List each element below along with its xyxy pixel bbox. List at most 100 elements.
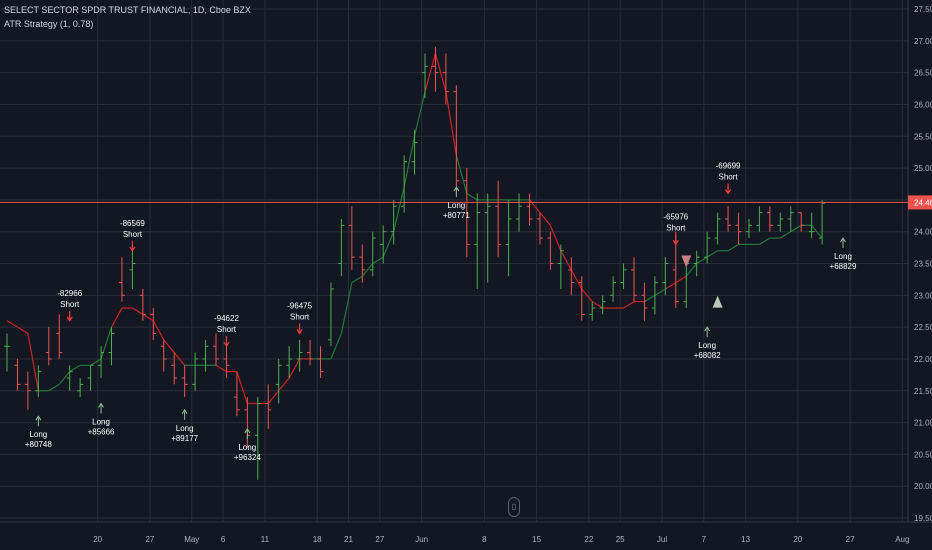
x-tick-label: 18 [313,535,322,544]
x-tick-label: 21 [344,535,353,544]
long-arrow-head [840,237,846,243]
signal-value: -69699 [716,162,741,171]
last-price-badge [908,195,932,210]
atr-stop-segment [675,275,687,284]
y-tick-label: 22.00 [914,355,932,364]
signal-label: Short [718,173,738,182]
ohlc-bar [87,364,94,391]
ohlc-bar [568,257,575,296]
signal-label: Short [123,230,143,239]
ohlc-bar [610,276,617,302]
long-arrow-head [453,186,460,192]
ohlc-bar [808,212,815,239]
atr-stop-segment [644,294,656,303]
x-tick-label: 7 [702,535,707,544]
ohlc-bar [536,212,543,245]
symbol-title: SELECT SECTOR SPDR TRUST FINANCIAL, 1D, … [4,5,251,15]
long-arrow-head [98,402,104,408]
ohlc-bar [171,352,178,385]
y-tick-label: 20.00 [914,482,932,491]
ohlc-bar [4,333,10,372]
ohlc-bar [202,339,209,372]
long-arrow-head [181,408,188,415]
signal-value: +89177 [171,434,198,443]
atr-stop-segment [560,250,572,271]
ohlc-bar [756,206,763,232]
atr-stop-segment [403,136,416,188]
atr-stop-segment [549,225,562,252]
ohlc-bar [474,193,481,289]
ohlc-bar [390,199,397,245]
atr-stop-segment [278,377,290,392]
ohlc-bar [118,257,125,302]
atr-stop-segment [90,358,102,366]
ohlc-bar [819,199,826,245]
signal-value: -82966 [57,289,82,298]
atr-stop-segment [706,250,718,258]
atr-stop-segment [570,269,583,290]
atr-stop-segment [529,199,541,213]
short-arrow-head [725,189,732,195]
signal-label: Long [238,443,256,452]
signal-value: +80748 [25,440,52,449]
signal-value: +80771 [443,211,470,220]
atr-stop-segment [623,301,635,309]
atr-stop-segment [6,320,18,328]
atr-stop-segment [759,237,771,245]
ohlc-bar [108,327,115,366]
triangle-down-marker [681,255,692,268]
ohlc-bar [422,53,428,99]
ohlc-bar [453,85,460,194]
ohlc-bar [296,339,303,372]
atr-stop-segment [17,326,29,334]
ohlc-bar [557,244,564,289]
ohlc-bar [265,384,272,429]
signal-label: Long [447,201,465,210]
y-tick-label: 19.50 [914,514,932,523]
x-tick-label: 22 [584,535,593,544]
ohlc-bar [651,276,658,315]
ohlc-bar [745,218,752,239]
scroll-to-start-icon[interactable]: ▯ [508,497,520,517]
x-tick-label: 27 [375,535,384,544]
atr-stop-segment [393,187,405,232]
ohlc-bar [139,288,146,321]
signal-value: +68082 [694,351,721,360]
ohlc-bar [14,358,21,391]
atr-stop-segment [48,383,60,392]
signal-label: Long [29,430,47,439]
atr-stop-segment [267,390,280,404]
y-tick-label: 25.50 [914,132,932,141]
ohlc-bar [547,231,554,270]
x-tick-label: 15 [532,535,541,544]
ohlc-bar [275,358,282,404]
ohlc-bar [526,193,533,226]
long-arrow-head [35,415,42,421]
ohlc-bar [160,339,167,372]
atr-stop-segment [466,193,478,201]
ohlc-bar [516,193,523,232]
ohlc-bar [192,352,199,391]
ohlc-bar [735,212,742,245]
x-tick-label: 20 [793,535,802,544]
atr-stop-segment [215,364,227,373]
ohlc-bar [380,225,387,264]
ohlc-bar [766,206,773,232]
atr-stop-segment [696,256,708,265]
signal-label: Short [666,223,686,232]
ohlc-bar [693,250,700,277]
ohlc-bar [233,371,240,417]
ohlc-bar [181,365,188,398]
short-arrow-head [223,341,230,348]
ohlc-bar [286,346,293,379]
atr-stop-segment [727,243,739,252]
atr-stop-segment [288,358,301,379]
x-tick-label: 20 [93,535,102,544]
atr-stop-segment [100,326,113,360]
atr-stop-segment [330,333,342,360]
ohlc-bar [442,53,449,105]
ohlc-bar [317,346,324,379]
atr-stop-segment [591,301,603,309]
y-tick-label: 24.00 [914,228,932,237]
